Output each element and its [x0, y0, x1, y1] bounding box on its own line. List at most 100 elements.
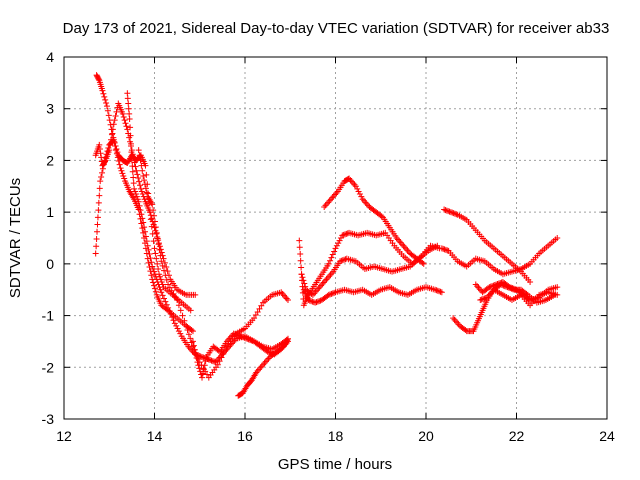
track-5-point	[161, 267, 168, 274]
track-5-point	[143, 189, 150, 196]
y-tick-label: -3	[42, 411, 55, 427]
track-3-point	[151, 245, 158, 252]
track-4-point	[209, 358, 216, 365]
track-2-point	[122, 120, 129, 127]
track-1-point	[103, 100, 110, 107]
track-5-point	[184, 327, 191, 334]
track-4-point	[167, 311, 174, 318]
track-11-point	[378, 213, 385, 220]
track-8-point	[296, 244, 303, 251]
track-9-point	[337, 258, 344, 265]
x-tick-label: 12	[56, 428, 72, 444]
track-9-point	[327, 271, 334, 278]
track-2-point	[112, 112, 119, 119]
track-2-point	[109, 126, 116, 133]
track-5-point	[282, 293, 289, 300]
track-10-point	[325, 291, 332, 298]
track-1-point	[144, 255, 151, 262]
track-11-point	[326, 197, 333, 204]
track-10-point	[331, 289, 338, 296]
track-5-point	[157, 252, 164, 259]
track-9-point	[434, 242, 441, 249]
track-9-point	[341, 256, 348, 263]
track-1-point	[121, 175, 128, 182]
track-6-point	[240, 334, 247, 341]
track-5-point	[203, 371, 210, 378]
track-2-point	[138, 188, 145, 195]
track-6-point	[265, 349, 272, 356]
track-16-point	[499, 282, 506, 289]
track-4-point	[124, 90, 131, 97]
track-11-point	[400, 242, 407, 249]
track-4-point	[161, 295, 168, 302]
track-6-point	[196, 365, 203, 372]
track-10-point	[309, 298, 316, 305]
track-5-point	[153, 229, 160, 236]
track-1-point	[104, 107, 111, 114]
track-4-point	[131, 185, 138, 192]
track-5-point	[139, 167, 146, 174]
track-4-point	[132, 191, 139, 198]
track-5-point	[155, 241, 162, 248]
track-3-point	[98, 173, 105, 180]
track-15-point	[478, 287, 485, 294]
track-2-point	[137, 185, 144, 192]
track-1-point	[150, 279, 157, 286]
track-5-point	[174, 297, 181, 304]
x-axis-label: GPS time / hours	[278, 456, 392, 473]
track-2-point	[161, 259, 168, 266]
track-10-point	[312, 299, 319, 306]
track-6-point	[199, 374, 206, 381]
x-tick-label: 18	[328, 428, 344, 444]
track-5-point	[175, 302, 182, 309]
track-15-point	[474, 283, 481, 290]
track-5-point	[151, 212, 158, 219]
track-3-point	[103, 151, 110, 158]
track-1-point	[118, 167, 125, 174]
track-2-point	[97, 150, 104, 157]
track-4-point	[200, 354, 207, 361]
track-4-point	[166, 307, 173, 314]
track-5-point	[214, 361, 221, 368]
track-6-point	[248, 337, 255, 344]
track-5-point	[279, 290, 286, 297]
track-16-point	[477, 297, 484, 304]
track-10-point	[436, 288, 443, 295]
track-16-point	[481, 295, 488, 302]
track-7-point	[264, 357, 271, 364]
track-11-point	[329, 194, 336, 201]
track-4-point	[149, 263, 156, 270]
track-4-point	[126, 110, 133, 117]
track-1-point	[146, 263, 153, 270]
track-4-point	[151, 271, 158, 278]
track-5-point	[179, 312, 186, 319]
track-4-point	[152, 273, 159, 280]
track-11-point	[362, 199, 369, 206]
track-5-point	[188, 339, 195, 346]
track-9-point	[328, 270, 335, 277]
track-1-point	[116, 161, 123, 168]
track-4-point	[151, 268, 158, 275]
track-1-point	[148, 272, 155, 279]
data-points	[92, 72, 561, 399]
track-11-point	[333, 190, 340, 197]
track-4-point	[135, 198, 142, 205]
track-1-point	[119, 170, 126, 177]
track-16-point	[500, 282, 507, 289]
track-10-point	[313, 299, 320, 306]
track-4-point	[141, 228, 148, 235]
track-6-point	[232, 331, 239, 338]
track-2-point	[96, 146, 103, 153]
track-6-point	[242, 335, 249, 342]
track-9-point	[324, 274, 331, 281]
track-1-point	[189, 328, 196, 335]
y-tick-label: 0	[46, 256, 54, 272]
track-14-point	[452, 318, 459, 325]
track-8-point	[297, 257, 304, 264]
track-5-point	[189, 343, 196, 350]
track-4-point	[129, 168, 136, 175]
track-4-point	[174, 325, 181, 332]
track-11-point	[327, 196, 334, 203]
track-3-point	[149, 230, 156, 237]
track-1-point	[101, 93, 108, 100]
